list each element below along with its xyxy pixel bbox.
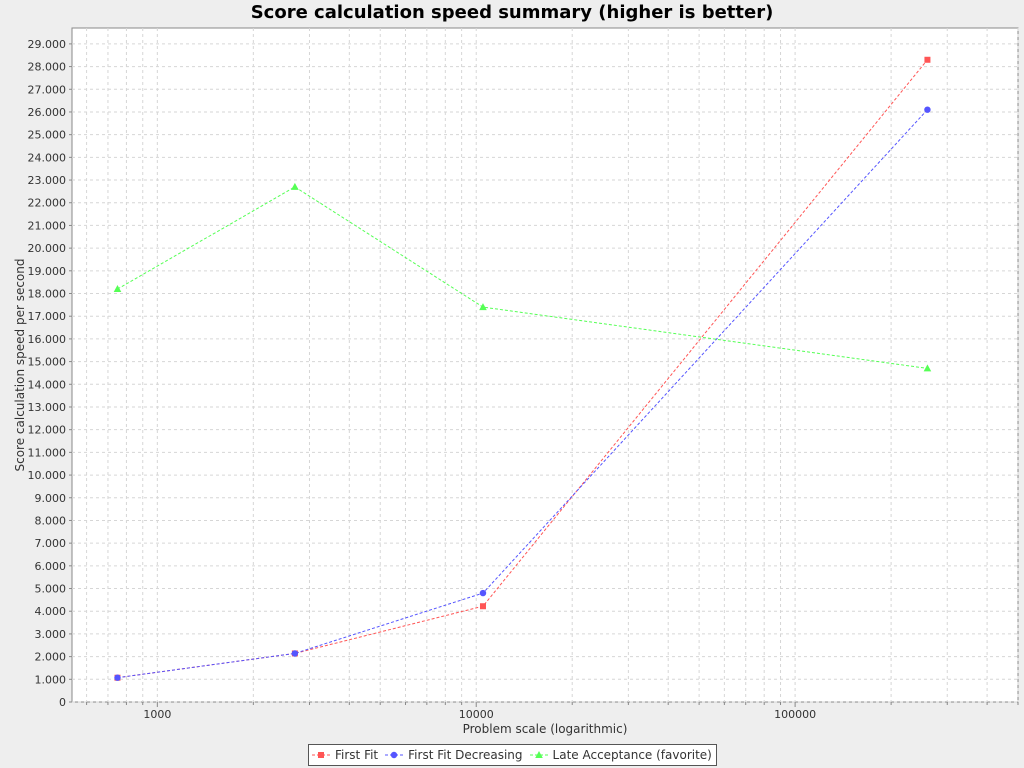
data-point	[924, 56, 931, 63]
y-tick-label: 27.000	[28, 83, 67, 96]
y-tick-label: 23.000	[28, 174, 67, 187]
x-tick-label: 10000	[459, 708, 494, 721]
y-tick-label: 5.000	[35, 583, 67, 596]
plot-background	[71, 27, 1019, 703]
y-tick-label: 6.000	[35, 560, 67, 573]
legend-swatch-marker	[534, 751, 543, 758]
y-tick-label: 26.000	[28, 106, 67, 119]
y-tick-label: 2.000	[35, 651, 67, 664]
y-tick-label: 7.000	[35, 537, 67, 550]
y-tick-label: 20.000	[28, 242, 67, 255]
x-axis-label: Problem scale (logarithmic)	[463, 722, 628, 736]
series-line	[117, 109, 928, 679]
legend-label: Late Acceptance (favorite)	[552, 748, 712, 762]
legend-item: First Fit Decreasing	[384, 748, 523, 762]
data-point	[479, 603, 486, 610]
legend-swatch	[529, 751, 548, 758]
data-point	[479, 589, 487, 597]
y-tick-label: 14.000	[28, 378, 67, 391]
y-tick-label: 24.000	[28, 151, 67, 164]
series-line	[117, 186, 928, 369]
y-tick-label: 11.000	[28, 446, 67, 459]
y-tick-label: 8.000	[35, 514, 67, 527]
y-tick-label: 12.000	[28, 424, 67, 437]
series-1	[114, 106, 931, 681]
y-tick-label: 0	[59, 696, 66, 709]
legend-swatch	[312, 752, 330, 758]
y-tick-label: 21.000	[28, 219, 67, 232]
legend-swatch-marker	[318, 752, 324, 758]
data-point	[113, 284, 122, 292]
y-tick-label: 1.000	[35, 673, 67, 686]
legend-swatch-marker	[390, 751, 398, 759]
data-point	[291, 650, 299, 657]
y-tick-label: 19.000	[28, 265, 67, 278]
y-tick-label: 13.000	[28, 401, 67, 414]
legend-item: Late Acceptance (favorite)	[529, 748, 712, 762]
y-tick-label: 28.000	[28, 61, 67, 74]
data-point	[291, 182, 299, 190]
series-layer	[113, 56, 932, 681]
y-tick-label: 22.000	[28, 197, 67, 210]
series-2	[113, 182, 932, 372]
grid-layer	[72, 28, 1019, 703]
legend-label: First Fit Decreasing	[408, 748, 523, 762]
y-tick-label: 16.000	[28, 333, 67, 346]
data-point	[923, 364, 932, 372]
x-tick-label: 1000	[143, 708, 171, 721]
y-tick-label: 17.000	[28, 310, 67, 323]
y-tick-label: 9.000	[35, 492, 67, 505]
x-tick-label: 100000	[774, 708, 816, 721]
y-tick-label: 4.000	[35, 605, 67, 618]
y-axis-label: Score calculation speed per second	[13, 258, 27, 471]
legend-item: First Fit	[311, 748, 378, 762]
data-point	[924, 106, 931, 113]
series-line	[117, 59, 928, 679]
legend-swatch	[385, 751, 404, 759]
legend-label: First Fit	[335, 748, 379, 762]
y-tick-label: 18.000	[28, 288, 67, 301]
y-tick-label: 10.000	[28, 469, 67, 482]
y-tick-label: 29.000	[28, 38, 67, 51]
axis-layer: 0 1.000 2.000 3.000 4.000 5.000 6.000 7.000 8.00…	[28, 38, 1019, 721]
y-tick-label: 25.000	[28, 129, 67, 142]
chart-title: Score calculation speed summary (higher …	[250, 2, 774, 23]
data-point	[479, 303, 487, 311]
y-tick-label: 3.000	[35, 628, 67, 641]
data-point	[114, 674, 121, 681]
legend: First Fit First Fit Decreasing Late Accept…	[308, 744, 717, 766]
y-tick-label: 15.000	[28, 356, 67, 369]
